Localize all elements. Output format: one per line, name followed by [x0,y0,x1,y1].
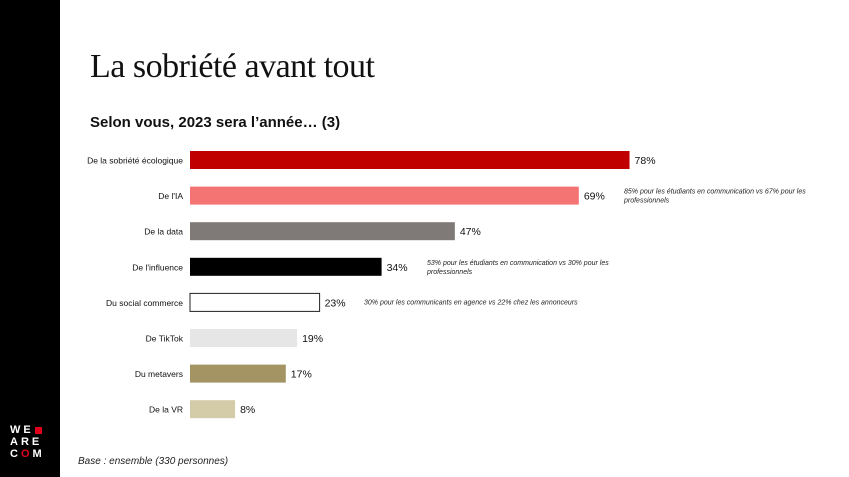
logo-row-1: WE [10,424,34,436]
category-label: De la sobriété écologique [87,156,183,166]
category-label: De la VR [149,405,183,415]
bar [190,329,298,347]
chart-subtitle: Selon vous, 2023 sera l’année… (3) [90,114,341,131]
category-label: De l'influence [132,262,183,272]
bar [189,292,321,312]
annotation-text: 53% pour les étudiants en communication … [426,260,609,276]
value-label: 8% [240,404,255,416]
value-label: 17% [291,369,312,381]
value-label: 69% [584,191,605,203]
sidebar [0,0,60,477]
page-title: La sobriété avant tout [90,48,375,85]
bar [190,186,579,205]
category-label: De la data [144,227,183,237]
value-label: 23% [325,297,346,309]
bar [190,364,286,383]
category-label: Du social commerce [106,298,183,308]
bar [190,222,455,241]
value-label: 78% [635,155,656,167]
bar [190,400,236,419]
logo-row-3a: C [10,448,21,460]
annotation-text: 85% pour les étudiants en communication … [623,189,806,205]
bar [190,151,630,169]
category-label: De l'IA [158,191,183,201]
base-footnote: Base : ensemble (330 personnes) [78,456,229,467]
logo-square-icon [34,426,42,434]
logo-row-2: ARE [10,436,43,448]
value-label: 19% [302,333,323,345]
category-label: Du metavers [135,369,183,379]
logo-row-3c: M [32,448,45,460]
value-label: 34% [387,262,408,274]
annotation-text: 30% pour les communicants en agence vs 2… [364,299,578,306]
bar [190,257,382,276]
category-label: De TikTok [146,334,184,344]
logo-row-3b: O [20,448,33,460]
value-label: 47% [460,226,481,238]
